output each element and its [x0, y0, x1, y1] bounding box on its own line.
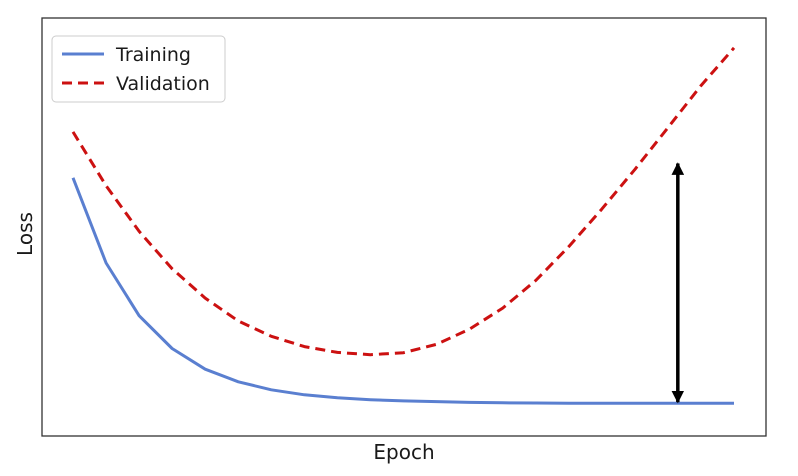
- y-axis-label: Loss: [13, 212, 37, 256]
- series-layer: [71, 46, 736, 405]
- legend-label-validation: Validation: [116, 73, 210, 95]
- series-line-validation: [71, 46, 736, 357]
- legend-label-training: Training: [115, 44, 191, 66]
- x-axis-label: Epoch: [373, 440, 434, 464]
- legend: Training Validation: [51, 35, 226, 103]
- series-line-training: [71, 177, 734, 405]
